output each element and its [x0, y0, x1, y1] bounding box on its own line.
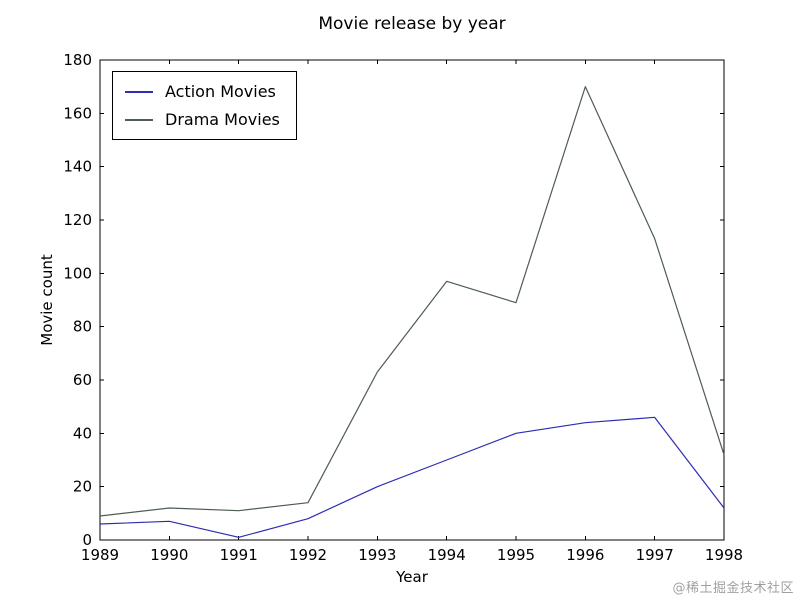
- x-tick-label: 1997: [636, 546, 674, 564]
- y-tick-label: 0: [82, 531, 92, 549]
- legend-line-sample-action: [125, 90, 153, 93]
- x-tick-label: 1998: [705, 546, 743, 564]
- x-axis-label: Year: [396, 568, 428, 586]
- y-tick-label: 60: [73, 371, 92, 389]
- axes-border: [99, 59, 725, 541]
- x-tick-label: 1989: [81, 546, 119, 564]
- y-tick-label: 100: [63, 264, 92, 282]
- legend-label-action: Action Movies: [165, 82, 276, 101]
- legend: Action Movies Drama Movies: [112, 71, 297, 140]
- series-line-action-movies: [99, 416, 725, 538]
- y-tick-label: 120: [63, 211, 92, 229]
- legend-label-drama: Drama Movies: [165, 110, 280, 129]
- chart-title: Movie release by year: [318, 14, 506, 34]
- y-tick-label: 80: [73, 318, 92, 336]
- y-tick-label: 20: [73, 478, 92, 496]
- watermark: @稀土掘金技术社区: [672, 581, 794, 596]
- x-tick-label: 1995: [497, 546, 535, 564]
- x-tick-label: 1993: [358, 546, 396, 564]
- x-tick-label: 1990: [150, 546, 188, 564]
- x-tick-label: 1991: [220, 546, 258, 564]
- y-tick-label: 40: [73, 424, 92, 442]
- y-tick-label: 160: [63, 104, 92, 122]
- legend-item-drama-movies: Drama Movies: [125, 110, 280, 129]
- series-line-drama-movies: [99, 86, 725, 517]
- y-axis-label: Movie count: [38, 254, 56, 346]
- y-tick-label: 180: [63, 51, 92, 69]
- x-tick-label: 1992: [289, 546, 327, 564]
- x-tick-label: 1994: [428, 546, 466, 564]
- legend-item-action-movies: Action Movies: [125, 82, 280, 101]
- y-tick-label: 140: [63, 158, 92, 176]
- x-tick-label: 1996: [566, 546, 604, 564]
- legend-line-sample-drama: [125, 118, 153, 121]
